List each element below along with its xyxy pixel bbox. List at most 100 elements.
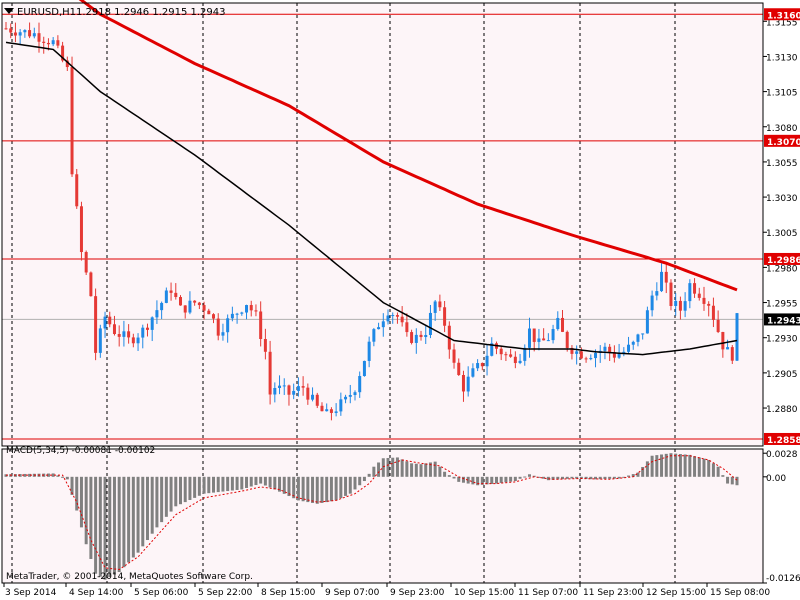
- macd-histogram-bar: [485, 476, 489, 485]
- candle-body: [325, 409, 329, 412]
- macd-histogram-bar: [598, 476, 602, 480]
- time-tick-label: 5 Sep 22:00: [198, 588, 253, 598]
- macd-histogram-bar: [414, 463, 418, 477]
- macd-histogram-bar: [344, 476, 348, 496]
- macd-histogram-bar: [627, 475, 631, 477]
- macd-histogram-bar: [697, 457, 701, 477]
- macd-histogram-bar: [513, 476, 517, 482]
- macd-histogram-bar: [249, 476, 253, 487]
- macd-pane-frame: [1, 448, 764, 584]
- candle-body: [433, 301, 437, 313]
- candle-body: [226, 318, 230, 333]
- candle-body: [56, 40, 60, 46]
- main-pane-frame: [1, 2, 764, 447]
- candle-body: [603, 346, 607, 351]
- candle-body: [278, 385, 282, 389]
- candle-body: [183, 305, 187, 313]
- macd-histogram-bar: [362, 476, 366, 482]
- candle-body: [282, 385, 286, 387]
- candle-body: [735, 313, 739, 361]
- candle-body: [46, 42, 50, 45]
- macd-histogram-bar: [494, 476, 498, 484]
- macd-histogram-bar: [542, 476, 546, 479]
- macd-histogram-bar: [660, 454, 664, 477]
- macd-histogram-bar: [160, 476, 164, 523]
- candle-body: [193, 300, 197, 303]
- candle-body: [688, 283, 692, 302]
- macd-histogram-bar: [287, 476, 291, 497]
- macd-histogram-bar: [235, 476, 239, 490]
- candle-body: [400, 316, 404, 323]
- macd-histogram-bar: [193, 476, 197, 498]
- price-tick-label: 1.2930: [766, 335, 798, 345]
- candle-body: [697, 293, 701, 298]
- candle-body: [353, 392, 357, 396]
- macd-indicator: [4, 453, 739, 580]
- macd-histogram-bar: [226, 476, 230, 492]
- candle-body: [65, 60, 69, 68]
- macd-histogram-bar: [240, 476, 244, 490]
- candle-body: [259, 311, 263, 340]
- candle-body: [301, 386, 305, 388]
- candle-body: [608, 346, 612, 353]
- macd-histogram-bar: [688, 454, 692, 477]
- macd-histogram-bar: [79, 476, 83, 528]
- macd-histogram-bar: [84, 476, 88, 545]
- macd-histogram-bar: [221, 476, 225, 492]
- candle-body: [235, 313, 239, 315]
- level-price-tag: [764, 432, 800, 445]
- macd-histogram-bar: [174, 476, 178, 507]
- candle-body: [145, 327, 149, 330]
- macd-histogram-bar: [655, 455, 659, 477]
- candle-body: [28, 30, 32, 37]
- candle-body: [287, 385, 291, 395]
- macd-histogram-bar: [98, 476, 102, 577]
- macd-histogram-bar: [212, 476, 216, 493]
- macd-histogram-bar: [645, 461, 649, 477]
- macd-histogram-bar: [329, 476, 333, 502]
- macd-histogram-bar: [61, 476, 65, 478]
- candle-body: [169, 290, 173, 293]
- macd-histogram-bar: [197, 476, 201, 496]
- candle-body: [674, 300, 678, 306]
- candle-body: [51, 40, 55, 45]
- macd-histogram-bar: [461, 476, 465, 483]
- macd-histogram-bar: [183, 476, 187, 503]
- candle-body: [103, 316, 107, 329]
- candle-body: [678, 300, 682, 311]
- time-axis: 3 Sep 2014 4 Sep 14:00 5 Sep 06:00 5 Sep 22…: [3, 583, 770, 598]
- macd-histogram-bar: [410, 463, 414, 477]
- time-tick-label: 11 Sep 23:00: [583, 588, 643, 598]
- candle-body: [410, 332, 414, 343]
- candle-body: [117, 334, 121, 337]
- macd-histogram-bar: [207, 476, 211, 494]
- candle-body: [532, 328, 536, 342]
- macd-histogram-bar: [391, 457, 395, 477]
- macd-histogram-bar: [707, 459, 711, 477]
- candle-body: [122, 331, 126, 337]
- macd-histogram-bar: [273, 476, 277, 490]
- dropdown-triangle-icon[interactable]: [4, 8, 14, 14]
- level-price-tag-text: 1.2986: [767, 256, 800, 266]
- price-tick-label: 1.3155: [766, 18, 798, 28]
- candle-body: [513, 356, 517, 364]
- macd-histogram-bar: [735, 476, 739, 486]
- level-price-tag: [764, 252, 800, 265]
- time-tick-label: 3 Sep 2014: [5, 588, 57, 598]
- candle-body: [377, 327, 381, 330]
- candle-body: [334, 411, 338, 413]
- macd-histogram-bar: [372, 466, 376, 477]
- macd-histogram-bar: [141, 476, 145, 547]
- candle-body: [84, 252, 88, 273]
- macd-histogram-bar: [650, 455, 654, 477]
- macd-histogram-bar: [579, 476, 583, 479]
- candle-body: [565, 331, 569, 348]
- candle-body: [438, 301, 442, 308]
- price-tick-label: 1.2905: [766, 370, 798, 380]
- macd-histogram-bar: [278, 476, 282, 492]
- candle-body: [457, 362, 461, 375]
- macd-histogram-bar: [18, 474, 22, 477]
- horizontal-levels[interactable]: [2, 13, 763, 440]
- candle-body: [292, 390, 296, 395]
